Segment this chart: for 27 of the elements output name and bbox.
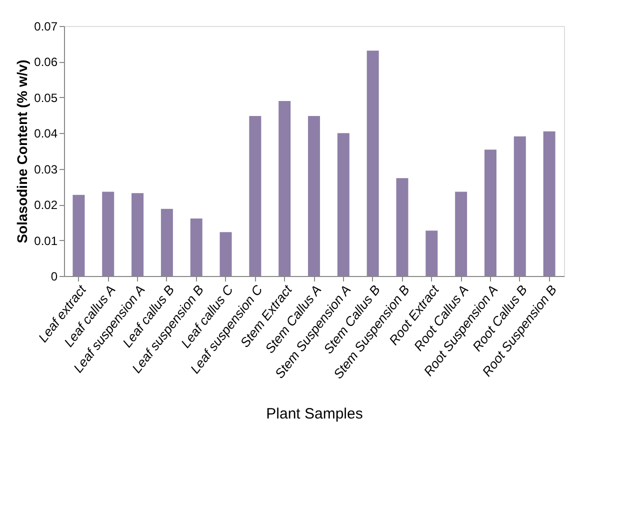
y-tick-label: 0.07 [34,20,58,34]
bar [249,116,262,276]
bar [543,131,556,276]
bar [514,136,526,276]
bar [455,192,468,276]
y-axis-title: Solasodine Content (% w/v) [14,60,30,244]
y-tick-label: 0 [50,270,58,284]
bar [426,230,438,276]
bar [396,178,408,276]
bar [278,101,291,276]
bar [160,208,173,276]
bar [72,194,85,276]
bar [132,193,144,276]
bar [484,150,496,276]
y-tick-label: 0.05 [34,90,58,105]
bar [308,116,320,276]
x-axis-title: Plant Samples [266,405,363,422]
y-tick-label: 0.03 [34,162,58,176]
y-tick-label: 0.01 [34,234,58,248]
y-tick-label: 0.04 [34,126,58,141]
bar [337,133,350,276]
bar [190,218,202,276]
bar [366,50,379,276]
bar [102,192,114,276]
y-tick-label: 0.06 [34,55,58,70]
bar [220,232,232,276]
y-tick-label: 0.02 [34,198,58,212]
